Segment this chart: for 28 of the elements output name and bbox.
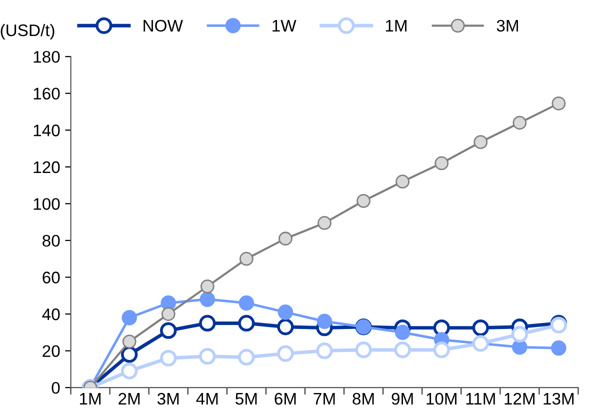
x-tick-label: 11M: [466, 393, 495, 405]
y-tick-label: 140: [34, 124, 60, 136]
y-tick-label: 180: [34, 50, 60, 63]
legend-label: NOW: [144, 20, 183, 32]
x-tick-label: 7M: [314, 393, 335, 405]
x-tick-label: 10M: [426, 392, 456, 405]
y-tick-label: 40: [42, 308, 60, 320]
y-tick-label: 160: [34, 88, 60, 100]
x-tick-label: 13M: [544, 392, 574, 405]
y-tick-label: 100: [34, 198, 60, 210]
x-tick-label: 12M: [504, 392, 534, 405]
y-tick-label: 120: [34, 161, 60, 174]
legend-label: 1M: [386, 20, 406, 32]
x-tick-label: 5M: [236, 393, 257, 405]
legend-label: 1W: [272, 20, 296, 32]
y-tick-label: 80: [42, 234, 60, 247]
x-tick-label: 4M: [196, 393, 218, 405]
y-tick-label: 20: [42, 345, 60, 357]
x-tick-label: 2M: [118, 392, 140, 405]
x-tick-label: 6M: [274, 392, 296, 405]
x-tick-label: 9M: [392, 392, 413, 405]
legend-label: 3M: [496, 20, 518, 32]
y-tick-label: 0: [52, 382, 60, 394]
y-tick-label: 60: [42, 272, 60, 284]
x-tick-label: 1M: [80, 393, 101, 405]
x-tick-label: 3M: [157, 392, 179, 405]
x-tick-label: 8M: [352, 392, 374, 405]
y-axis-title: (USD/t): [0, 24, 54, 40]
